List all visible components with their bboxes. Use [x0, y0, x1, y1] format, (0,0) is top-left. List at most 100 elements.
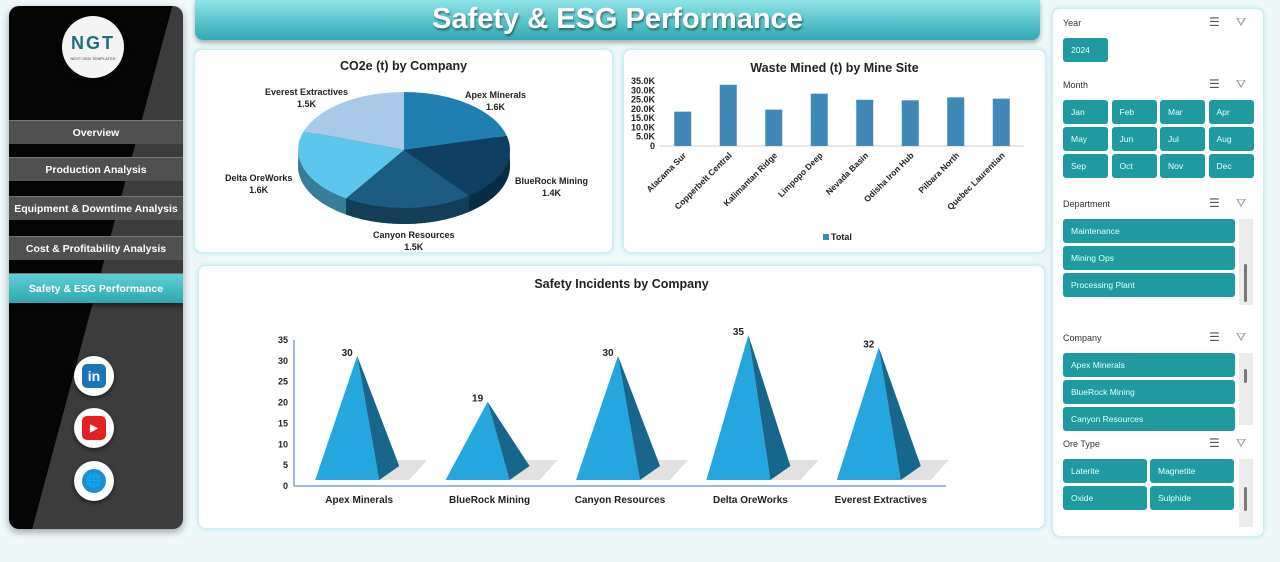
bar-kalimantan-ridge — [765, 109, 783, 146]
slicer-year-2024[interactable]: 2024 — [1063, 38, 1108, 62]
youtube-button[interactable]: ▶ — [74, 408, 114, 448]
y-tick-label: 30 — [278, 356, 288, 366]
y-tick-label: 25.0K — [631, 95, 656, 105]
sidebar: NGT NEXT GEN TEMPLATES Overview Producti… — [9, 6, 183, 529]
y-tick-label: 5 — [283, 460, 288, 470]
y-tick-label: 30.0K — [631, 85, 656, 95]
clear-filter-icon[interactable]: ⛛ — [1236, 330, 1247, 344]
nav-cost-profitability[interactable]: Cost & Profitability Analysis — [9, 236, 183, 260]
slicer-month-jan[interactable]: Jan — [1063, 100, 1108, 124]
pyramid-apex-minerals-front — [315, 355, 380, 480]
legend-label: Total — [831, 232, 852, 242]
slicer-ore-laterite[interactable]: Laterite — [1063, 459, 1147, 483]
slicer-month-nov[interactable]: Nov — [1160, 154, 1205, 178]
slicer-month-oct[interactable]: Oct — [1111, 154, 1157, 178]
multi-select-icon[interactable]: ☰ — [1209, 15, 1220, 29]
data-label: 35 — [733, 327, 745, 338]
website-button[interactable]: 🌐 — [74, 461, 114, 501]
chart-title: Waste Mined (t) by Mine Site — [750, 61, 919, 75]
nav-overview[interactable]: Overview — [9, 120, 183, 144]
ore-scrollbar[interactable] — [1239, 459, 1253, 527]
globe-icon: 🌐 — [82, 469, 106, 493]
y-tick-label: 0 — [283, 481, 288, 491]
slicer-panel: Year ☰ ⛛ 2024 Month ☰ ⛛ Jan Feb Mar Apr May Jun Jul Au… — [1052, 8, 1264, 537]
slicer-ore-label: Ore Type — [1063, 439, 1100, 449]
pie-slice-canyon-resources — [346, 150, 470, 209]
nav-equipment-downtime[interactable]: Equipment & Downtime Analysis — [9, 196, 183, 220]
company-scrollbar[interactable] — [1239, 353, 1253, 425]
x-tick-label: Odisha Iron Hub — [862, 150, 916, 204]
pie-slice-bluerock-mining — [404, 135, 510, 196]
multi-select-icon[interactable]: ☰ — [1209, 330, 1220, 344]
pie-slice-side — [346, 195, 470, 224]
department-scrollbar[interactable] — [1239, 219, 1253, 305]
slicer-company-item[interactable]: Canyon Resources — [1063, 407, 1235, 431]
data-label: 30 — [342, 348, 354, 359]
clear-filter-icon[interactable]: ⛛ — [1236, 436, 1247, 450]
slicer-month-feb[interactable]: Feb — [1111, 100, 1157, 124]
clear-filter-icon[interactable]: ⛛ — [1236, 15, 1247, 29]
slicer-company-item[interactable]: Apex Minerals — [1063, 353, 1235, 377]
slicer-month-dec[interactable]: Dec — [1208, 154, 1254, 178]
x-tick-label: Atacama Sur — [644, 150, 688, 194]
youtube-icon: ▶ — [82, 416, 106, 440]
slicer-department-item[interactable]: Maintenance — [1063, 219, 1235, 243]
bar-limpopo-deep — [810, 93, 828, 146]
x-tick-label: BlueRock Mining — [449, 495, 530, 506]
slicer-department-item[interactable]: Processing Plant — [1063, 273, 1235, 297]
bar-atacama-sur — [674, 111, 692, 146]
y-tick-label: 15.0K — [631, 113, 656, 123]
pyramid-apex-minerals-side — [357, 355, 400, 480]
scroll-thumb[interactable] — [1244, 487, 1247, 511]
slicer-month-apr[interactable]: Apr — [1208, 100, 1254, 124]
slicer-month-may[interactable]: May — [1063, 127, 1108, 151]
multi-select-icon[interactable]: ☰ — [1209, 436, 1220, 450]
logo: NGT NEXT GEN TEMPLATES — [62, 16, 124, 78]
x-tick-label: Delta OreWorks — [713, 495, 788, 506]
pie-slice-delta-oreworks — [297, 131, 404, 199]
data-label: 19 — [472, 394, 484, 405]
scroll-thumb[interactable] — [1244, 264, 1247, 302]
waste-chart-card: Waste Mined (t) by Mine Site 0 5.0K 10.0K 1… — [623, 49, 1046, 253]
linkedin-button[interactable]: in — [74, 356, 114, 396]
slicer-month-sep[interactable]: Sep — [1063, 154, 1108, 178]
y-tick-label: 35 — [278, 335, 288, 345]
y-tick-label: 25 — [278, 377, 288, 387]
slicer-year-label: Year — [1063, 18, 1082, 28]
slicer-month-mar[interactable]: Mar — [1160, 100, 1205, 124]
y-tick-label: 0 — [650, 141, 655, 151]
slicer-company-item[interactable]: BlueRock Mining — [1063, 380, 1235, 404]
slicer-month-jun[interactable]: Jun — [1111, 127, 1157, 151]
slicer-department-item[interactable]: Mining Ops — [1063, 246, 1235, 270]
y-tick-label: 20 — [278, 398, 288, 408]
nav-production-analysis[interactable]: Production Analysis — [9, 157, 183, 181]
pie-label-apex: Apex Minerals 1.6K — [465, 90, 527, 112]
slicer-month-aug[interactable]: Aug — [1208, 127, 1254, 151]
pie-slice-side — [298, 150, 347, 215]
slicer-ore-magnetite[interactable]: Magnetite — [1150, 459, 1234, 483]
safety-pyramid-chart: 0 5 10 15 20 25 30 35 30 Apex Minerals 19 BlueRock … — [278, 327, 949, 506]
multi-select-icon[interactable]: ☰ — [1209, 196, 1220, 210]
slicer-ore-sulphide[interactable]: Sulphide — [1150, 486, 1234, 510]
x-tick-label: Pilbara North — [916, 150, 961, 195]
pie-label-everest: Everest Extractives 1.5K — [265, 87, 349, 109]
nav-safety-esg[interactable]: Safety & ESG Performance — [9, 273, 183, 303]
slicer-department-label: Department — [1063, 199, 1111, 209]
pyramid-bluerock-mining-front — [445, 401, 510, 480]
pie-slice-apex-minerals — [404, 92, 507, 150]
clear-filter-icon[interactable]: ⛛ — [1236, 196, 1247, 210]
bar-pilbara-north — [947, 97, 965, 146]
linkedin-icon: in — [82, 364, 106, 388]
slicer-ore-oxide[interactable]: Oxide — [1063, 486, 1147, 510]
pyramid-delta-oreworks-front — [706, 335, 771, 480]
bar-odisha-iron-hub — [901, 100, 919, 146]
pie-label-delta: Delta OreWorks 1.6K — [225, 173, 293, 195]
slicer-month-jul[interactable]: Jul — [1160, 127, 1205, 151]
pyramid-canyon-resources-front — [576, 355, 640, 480]
slicer-month-label: Month — [1063, 80, 1089, 90]
multi-select-icon[interactable]: ☰ — [1209, 77, 1220, 91]
pyramid-canyon-resources-side — [618, 355, 660, 480]
pie-label-canyon: Canyon Resources 1.5K — [373, 230, 455, 252]
clear-filter-icon[interactable]: ⛛ — [1236, 77, 1247, 91]
scroll-thumb[interactable] — [1244, 369, 1247, 383]
